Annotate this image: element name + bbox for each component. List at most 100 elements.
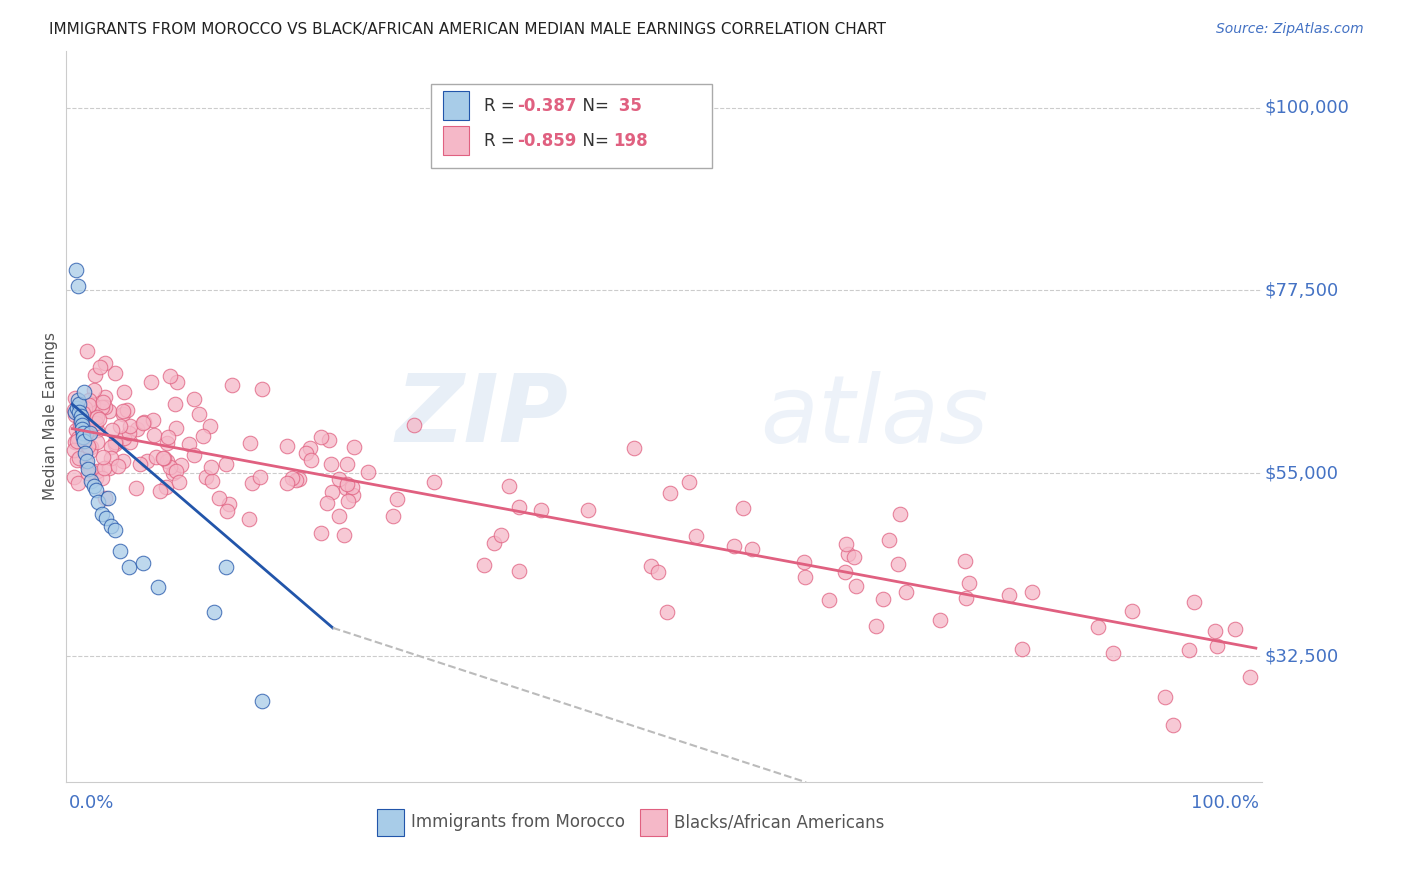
Point [276, 439, 298, 453]
Point [65, 435, 87, 450]
Text: -0.859: -0.859 [517, 132, 576, 150]
Point [218, 497, 240, 511]
Point [955, 591, 977, 605]
Point [894, 585, 917, 599]
Point [1102, 646, 1125, 660]
Point [491, 528, 513, 542]
Point [872, 591, 894, 606]
Point [498, 479, 520, 493]
Point [125, 482, 148, 496]
Point [877, 533, 900, 547]
Point [183, 449, 205, 463]
Point [91, 394, 114, 409]
Point [103, 435, 125, 450]
Point [93, 390, 115, 404]
Point [136, 453, 159, 467]
Text: 198: 198 [613, 132, 647, 150]
Point [67, 409, 90, 423]
Point [84, 470, 107, 484]
Point [249, 470, 271, 484]
Point [844, 578, 866, 592]
Point [100, 450, 122, 465]
Point [156, 454, 179, 468]
Point [200, 418, 222, 433]
Point [91, 470, 114, 484]
Point [201, 474, 224, 488]
Text: Blacks/African Americans: Blacks/African Americans [673, 814, 884, 831]
Point [63, 405, 86, 419]
Point [221, 377, 243, 392]
Point [422, 475, 444, 489]
Point [66, 452, 89, 467]
Point [167, 475, 190, 490]
Point [250, 694, 273, 708]
Point [998, 588, 1021, 602]
Point [132, 556, 155, 570]
Point [63, 470, 86, 484]
Point [576, 503, 599, 517]
Point [120, 434, 142, 449]
Point [101, 423, 124, 437]
Text: $55,000: $55,000 [1264, 465, 1339, 483]
Point [159, 459, 181, 474]
Text: N=: N= [572, 96, 614, 114]
Point [84, 483, 107, 497]
Point [76, 462, 98, 476]
Point [162, 466, 184, 480]
Point [357, 465, 380, 479]
Point [328, 508, 350, 523]
Point [143, 428, 166, 442]
Point [128, 457, 150, 471]
Point [97, 491, 120, 505]
Point [889, 507, 911, 521]
Point [79, 443, 101, 458]
Point [66, 434, 89, 449]
Point [108, 543, 131, 558]
Point [73, 401, 96, 415]
Point [1153, 690, 1175, 704]
Point [741, 542, 763, 557]
Point [104, 366, 127, 380]
Point [623, 442, 645, 456]
Point [86, 434, 108, 449]
Point [1011, 641, 1033, 656]
Bar [443, 91, 470, 120]
Point [75, 426, 97, 441]
Point [84, 416, 107, 430]
Point [865, 619, 887, 633]
Point [67, 279, 90, 293]
Point [115, 403, 138, 417]
Point [474, 558, 496, 572]
Point [132, 415, 155, 429]
Point [508, 500, 530, 514]
Point [93, 491, 115, 505]
Point [332, 528, 354, 542]
Point [112, 384, 135, 399]
Point [1223, 622, 1246, 636]
Point [67, 431, 90, 445]
Point [111, 407, 134, 421]
Point [87, 495, 110, 509]
Text: N=: N= [572, 132, 614, 150]
Point [165, 464, 187, 478]
Point [1204, 624, 1226, 638]
Point [100, 440, 122, 454]
Point [163, 397, 186, 411]
Point [842, 549, 865, 564]
Point [73, 430, 96, 444]
Point [80, 475, 103, 489]
Point [100, 519, 122, 533]
Point [112, 431, 135, 445]
Point [240, 476, 263, 491]
Point [723, 539, 745, 553]
Point [336, 477, 359, 491]
Point [299, 442, 322, 456]
Point [118, 425, 141, 440]
Point [98, 461, 121, 475]
Point [75, 435, 97, 450]
Point [66, 401, 89, 416]
Point [508, 564, 530, 578]
Point [152, 451, 174, 466]
Point [131, 416, 153, 430]
Point [731, 500, 754, 515]
